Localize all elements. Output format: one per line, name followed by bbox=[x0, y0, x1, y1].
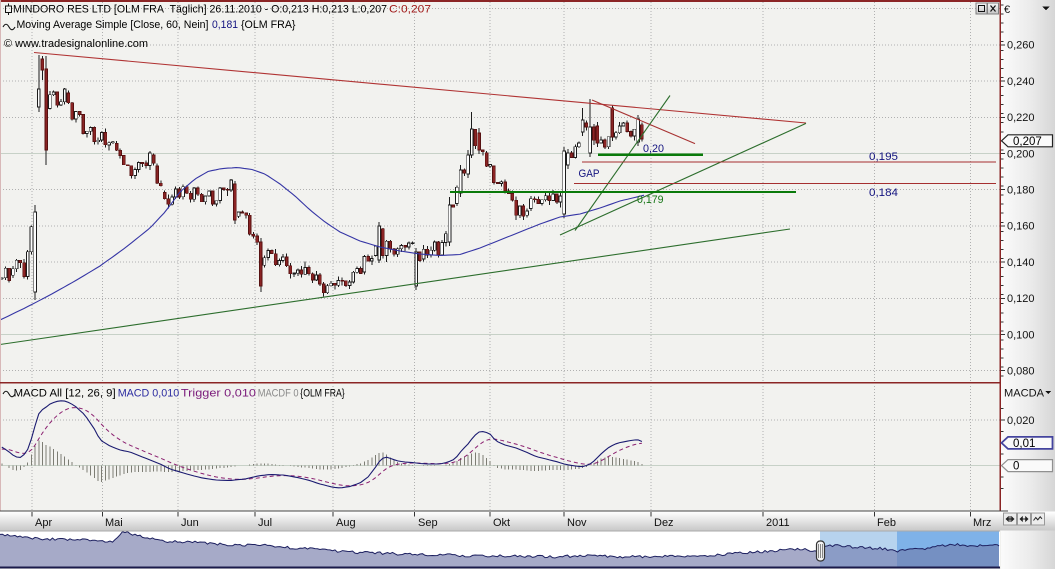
svg-text:© www.tradesignalonline.com: © www.tradesignalonline.com bbox=[4, 38, 148, 50]
svg-text:C:0,207: C:0,207 bbox=[389, 4, 431, 16]
svg-text:MACD 0,010: MACD 0,010 bbox=[118, 388, 180, 400]
svg-text:0,220: 0,220 bbox=[1007, 112, 1035, 124]
svg-text:Mai: Mai bbox=[105, 517, 123, 529]
svg-text:0,01: 0,01 bbox=[1013, 438, 1035, 450]
svg-text:Okt: Okt bbox=[493, 517, 510, 529]
svg-text:0,20: 0,20 bbox=[643, 143, 664, 155]
svg-text:0: 0 bbox=[1013, 461, 1019, 473]
svg-text:{OLM FRA}: {OLM FRA} bbox=[300, 388, 345, 400]
svg-text:0,120: 0,120 bbox=[1007, 293, 1035, 305]
svg-text:Jul: Jul bbox=[258, 517, 272, 529]
svg-text:0,184: 0,184 bbox=[869, 187, 898, 199]
svg-text:Mrz: Mrz bbox=[973, 517, 991, 529]
svg-text:0,140: 0,140 bbox=[1007, 257, 1035, 269]
svg-text:Apr: Apr bbox=[35, 517, 52, 529]
svg-text:0,180: 0,180 bbox=[1007, 185, 1035, 197]
svg-text:Jun: Jun bbox=[181, 517, 199, 529]
svg-text:Moving Average Simple [Close,: Moving Average Simple [Close, 60, Nein] bbox=[17, 19, 209, 31]
svg-text:0,200: 0,200 bbox=[1007, 148, 1035, 160]
svg-text:0,160: 0,160 bbox=[1007, 221, 1035, 233]
svg-text:Sep: Sep bbox=[418, 517, 438, 529]
svg-text:MACDA: MACDA bbox=[1004, 388, 1045, 400]
svg-text:0,080: 0,080 bbox=[1007, 366, 1035, 378]
svg-text:Aug: Aug bbox=[336, 517, 356, 529]
svg-text:0,207: 0,207 bbox=[1013, 136, 1042, 148]
svg-text:2011: 2011 bbox=[766, 517, 790, 529]
svg-text:Trigger 0,010: Trigger 0,010 bbox=[181, 388, 256, 400]
svg-text:GAP: GAP bbox=[579, 168, 600, 180]
svg-text:0,240: 0,240 bbox=[1007, 76, 1035, 88]
svg-text:0,179: 0,179 bbox=[637, 194, 664, 206]
svg-text:0,181: 0,181 bbox=[212, 19, 238, 31]
svg-text:€: € bbox=[1004, 4, 1010, 16]
svg-text:0,195: 0,195 bbox=[869, 151, 898, 163]
svg-text:0,020: 0,020 bbox=[1007, 415, 1035, 427]
svg-text:Nov: Nov bbox=[567, 517, 587, 529]
svg-text:MACDF 0: MACDF 0 bbox=[258, 388, 299, 400]
svg-text:{OLM FRA}: {OLM FRA} bbox=[241, 19, 296, 31]
svg-text:0,100: 0,100 bbox=[1007, 329, 1035, 341]
svg-text:MACD All [12, 26, 9]: MACD All [12, 26, 9] bbox=[14, 388, 116, 400]
svg-text:MINDORO RES LTD [OLM FRA Tägl: MINDORO RES LTD [OLM FRA Täglich] 26.11.… bbox=[13, 4, 387, 16]
svg-text:Dez: Dez bbox=[654, 517, 674, 529]
svg-text:0,260: 0,260 bbox=[1007, 40, 1035, 52]
svg-text:Feb: Feb bbox=[877, 517, 896, 529]
